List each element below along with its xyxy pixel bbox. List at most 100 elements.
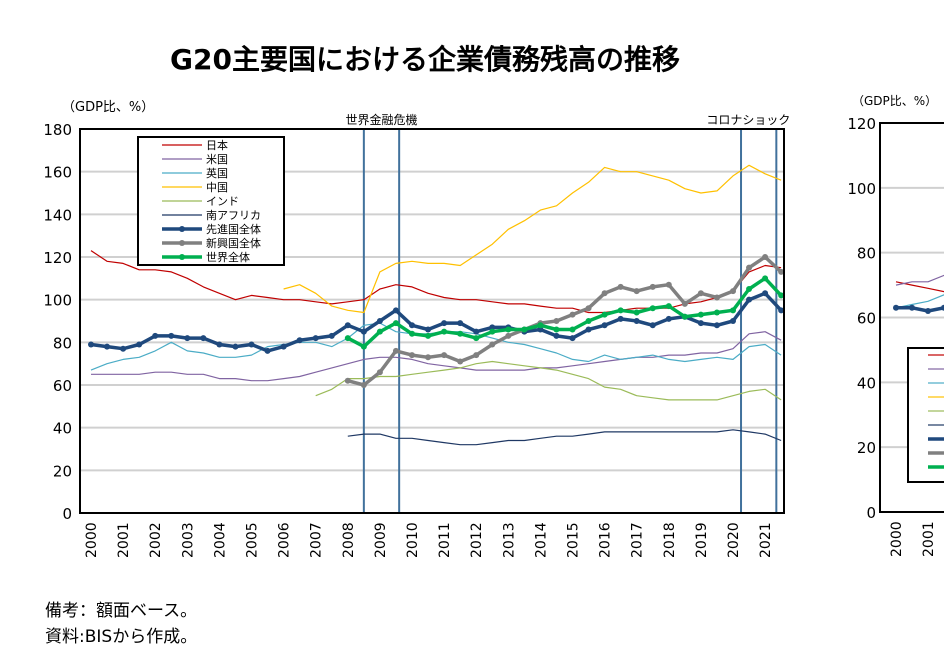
data-point bbox=[633, 318, 640, 324]
x-tick-label: 2003 bbox=[180, 522, 196, 558]
x-tick-label: 2006 bbox=[277, 522, 293, 558]
page-title: G20主要国における企業債務残高の推移 bbox=[170, 43, 680, 76]
data-point bbox=[762, 275, 769, 282]
data-point bbox=[713, 309, 720, 316]
data-point bbox=[441, 352, 448, 359]
data-point bbox=[665, 315, 672, 322]
data-point bbox=[152, 332, 159, 339]
data-point bbox=[344, 377, 351, 384]
x-tick-label: 2008 bbox=[341, 522, 357, 558]
y-tick-label: 0 bbox=[866, 504, 876, 522]
data-point bbox=[697, 311, 704, 318]
y-tick-label: 100 bbox=[43, 292, 72, 310]
data-point bbox=[681, 313, 688, 320]
data-point bbox=[713, 322, 720, 329]
data-point bbox=[168, 332, 175, 339]
data-point bbox=[617, 307, 624, 314]
legend-item: 米国 bbox=[162, 153, 228, 166]
series-line bbox=[895, 281, 944, 293]
legend-label: 米国 bbox=[206, 153, 228, 166]
y-tick-label: 80 bbox=[857, 245, 876, 263]
y-tick-label: 60 bbox=[857, 310, 876, 328]
data-point bbox=[778, 292, 784, 299]
x-tick-label: 2001 bbox=[116, 522, 132, 558]
series-インド bbox=[315, 360, 782, 401]
x-tick-label: 2021 bbox=[758, 522, 774, 558]
y-axis-label: （GDP比、%） bbox=[62, 100, 154, 115]
series-line bbox=[283, 164, 782, 314]
data-point bbox=[730, 318, 736, 324]
data-point bbox=[457, 320, 464, 327]
data-point bbox=[778, 268, 784, 275]
data-point bbox=[120, 345, 127, 352]
legend-label: 先進国全体 bbox=[206, 222, 261, 236]
data-point bbox=[730, 307, 736, 314]
data-point bbox=[909, 304, 915, 311]
data-point bbox=[457, 330, 464, 337]
annotation-label: コロナショック bbox=[706, 113, 790, 127]
x-tick-label: 2013 bbox=[501, 522, 517, 558]
data-point bbox=[617, 283, 624, 290]
data-point bbox=[248, 341, 255, 348]
data-point bbox=[697, 290, 704, 297]
data-point bbox=[136, 341, 143, 348]
x-tick-label: 2001 bbox=[921, 521, 937, 557]
remarks-note: 備考：額面ベース。 bbox=[45, 601, 198, 621]
data-point bbox=[537, 326, 544, 333]
legend-item: 南アフリカ bbox=[162, 209, 261, 222]
data-point bbox=[457, 358, 464, 365]
legend-item: インド bbox=[162, 195, 239, 208]
data-point bbox=[617, 315, 624, 322]
data-point bbox=[376, 328, 383, 335]
data-point bbox=[376, 318, 383, 324]
legend-marker bbox=[179, 240, 185, 246]
data-point bbox=[585, 326, 592, 333]
x-tick-label: 2019 bbox=[694, 522, 710, 558]
y-tick-label: 20 bbox=[53, 462, 72, 480]
data-point bbox=[553, 326, 560, 333]
legend-item: 新興国全体 bbox=[162, 236, 261, 250]
data-point bbox=[312, 335, 319, 342]
series-米国 bbox=[91, 331, 782, 382]
series-line bbox=[91, 331, 782, 382]
legend-marker bbox=[179, 254, 185, 260]
data-point bbox=[200, 335, 207, 342]
data-point bbox=[473, 352, 480, 359]
plot-frame bbox=[79, 128, 785, 514]
data-point bbox=[473, 328, 480, 335]
series-世界全体 bbox=[344, 275, 784, 350]
data-point bbox=[762, 290, 769, 297]
legend-marker bbox=[179, 226, 185, 232]
y-tick-label: 20 bbox=[857, 439, 876, 457]
data-point bbox=[392, 347, 399, 354]
source-note: 資料:BISから作成。 bbox=[45, 627, 198, 647]
x-tick-label: 2010 bbox=[405, 522, 421, 558]
y-tick-label: 160 bbox=[43, 164, 72, 182]
legend-label: 世界全体 bbox=[206, 250, 250, 264]
data-point bbox=[88, 341, 94, 348]
x-tick-label: 2012 bbox=[469, 522, 485, 558]
data-point bbox=[941, 304, 944, 311]
data-point bbox=[489, 341, 496, 348]
data-point bbox=[553, 318, 560, 324]
legend-label: インド bbox=[206, 195, 239, 208]
legend-label: 英国 bbox=[206, 166, 228, 180]
legend-item: 日本 bbox=[162, 138, 228, 152]
y-tick-label: 60 bbox=[53, 377, 72, 395]
x-tick-label: 2011 bbox=[437, 522, 453, 558]
annotation-box bbox=[740, 128, 778, 514]
data-point bbox=[601, 290, 608, 297]
series-line bbox=[315, 360, 782, 401]
data-point bbox=[649, 322, 656, 329]
series-英国 bbox=[90, 322, 782, 371]
data-point bbox=[633, 288, 640, 295]
y-tick-label: 80 bbox=[53, 334, 72, 352]
main-chart: 0 20 40 60 80 100 120 140 160 180 （GDP比、%） 2000 2001… bbox=[43, 100, 790, 558]
series-line bbox=[346, 276, 783, 349]
data-point bbox=[392, 320, 399, 327]
plot-frame bbox=[879, 122, 944, 513]
x-tick-label: 2004 bbox=[212, 522, 228, 558]
data-point bbox=[730, 288, 736, 295]
legend-item: 中国 bbox=[162, 181, 228, 194]
